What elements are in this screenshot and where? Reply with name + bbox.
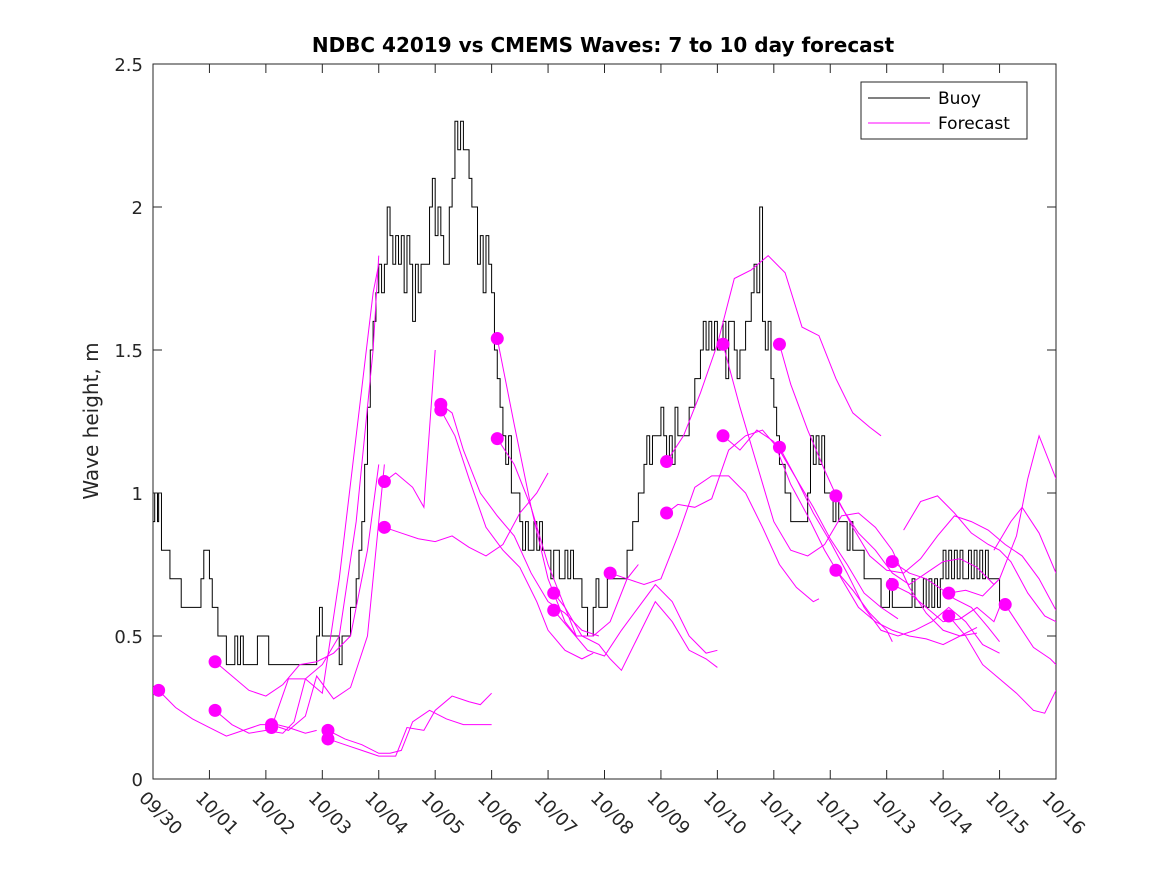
- forecast-line: [779, 447, 1000, 654]
- forecast-start-marker: [208, 703, 222, 717]
- x-tick-label: 10/13: [868, 788, 920, 840]
- x-tick-label: 10/09: [642, 788, 694, 840]
- series-layer: [153, 120, 1056, 757]
- forecast-start-marker: [547, 586, 561, 600]
- forecast-line: [327, 692, 492, 757]
- legend-label-forecast: Forecast: [938, 114, 1010, 134]
- forecast-start-marker: [942, 609, 956, 623]
- forecast-line: [903, 495, 1056, 623]
- forecast-line: [722, 429, 978, 646]
- forecast-line: [384, 472, 549, 557]
- x-tick-label: 10/06: [473, 788, 525, 840]
- forecast-start-marker: [434, 403, 448, 417]
- x-tick-label: 10/10: [699, 788, 751, 840]
- x-tick-label: 10/16: [1037, 788, 1089, 840]
- forecast-line: [666, 254, 882, 462]
- forecast-line: [993, 506, 1056, 574]
- forecast-start-marker: [942, 586, 956, 600]
- forecast-line: [553, 592, 718, 672]
- forecast-start-marker: [772, 337, 786, 351]
- plot-frame: [152, 63, 1057, 780]
- x-tick-label: 10/07: [530, 788, 582, 840]
- x-tick-label: 10/11: [755, 788, 807, 840]
- x-tick-label: 10/15: [981, 788, 1033, 840]
- forecast-line: [440, 403, 600, 637]
- forecast-start-marker: [377, 475, 391, 489]
- x-tick-label: 10/05: [417, 788, 469, 840]
- forecast-start-marker: [547, 603, 561, 617]
- forecast-line: [835, 569, 893, 642]
- forecast-start-marker: [153, 683, 166, 697]
- forecast-start-marker: [829, 489, 843, 503]
- y-tick-label: 2.5: [114, 55, 143, 76]
- plot-area: [152, 63, 1057, 780]
- y-tick-label: 0: [132, 770, 143, 791]
- forecast-start-marker: [603, 566, 617, 580]
- x-tick-label: 10/02: [247, 788, 299, 840]
- forecast-line: [778, 344, 1000, 586]
- forecast-line: [214, 464, 380, 697]
- y-axis: 0 0.5 1 1.5 2 2.5: [114, 55, 1056, 791]
- forecast-start-marker: [829, 563, 843, 577]
- forecast-line: [722, 344, 978, 637]
- forecast-start-marker: [716, 337, 730, 351]
- y-axis-label: Wave height, m: [79, 342, 103, 499]
- forecast-start-marker: [772, 440, 786, 454]
- forecast-start-marker: [998, 598, 1012, 612]
- x-tick-label: 10/14: [925, 788, 977, 840]
- x-tick-label: 10/03: [304, 788, 356, 840]
- forecast-line: [214, 255, 380, 734]
- y-tick-label: 0.5: [114, 627, 143, 648]
- series-group: [153, 120, 1056, 757]
- forecast-line: [271, 464, 385, 731]
- y-tick-label: 2: [132, 198, 143, 219]
- chart-title: NDBC 42019 vs CMEMS Waves: 7 to 10 day f…: [312, 33, 895, 57]
- forecast-start-marker: [321, 732, 335, 746]
- legend-label-buoy: Buoy: [938, 89, 981, 109]
- forecast-start-marker: [716, 429, 730, 443]
- forecast-line: [835, 495, 1056, 611]
- forecast-start-marker: [885, 578, 899, 592]
- forecast-line: [384, 349, 436, 509]
- x-tick-label: 10/08: [586, 788, 638, 840]
- forecast-start-marker: [490, 432, 504, 446]
- forecast-start-marker: [660, 455, 674, 469]
- x-tick-label: 10/12: [812, 788, 864, 840]
- forecast-line: [440, 409, 594, 660]
- x-tick-label: 10/04: [360, 788, 412, 840]
- forecast-start-marker: [885, 555, 899, 569]
- forecast-start-marker: [490, 332, 504, 346]
- forecast-line: [327, 709, 492, 754]
- forecast-line: [496, 438, 639, 637]
- forecast-start-marker: [660, 506, 674, 520]
- forecast-start-marker: [208, 655, 222, 669]
- x-tick-label: 09/30: [134, 788, 186, 840]
- legend: Buoy Forecast: [860, 81, 1028, 140]
- forecast-line: [1004, 604, 1056, 665]
- y-tick-label: 1.5: [114, 341, 143, 362]
- forecast-line: [271, 264, 380, 728]
- forecast-line: [948, 434, 1056, 597]
- forecast-line: [948, 615, 1056, 714]
- legend-box: [860, 81, 1028, 140]
- x-tick-label: 10/01: [191, 788, 243, 840]
- forecast-line: [496, 338, 577, 637]
- forecast-line: [553, 583, 718, 657]
- forecast-start-marker: [377, 520, 391, 534]
- forecast-start-marker: [265, 721, 279, 735]
- y-tick-label: 1: [132, 484, 143, 505]
